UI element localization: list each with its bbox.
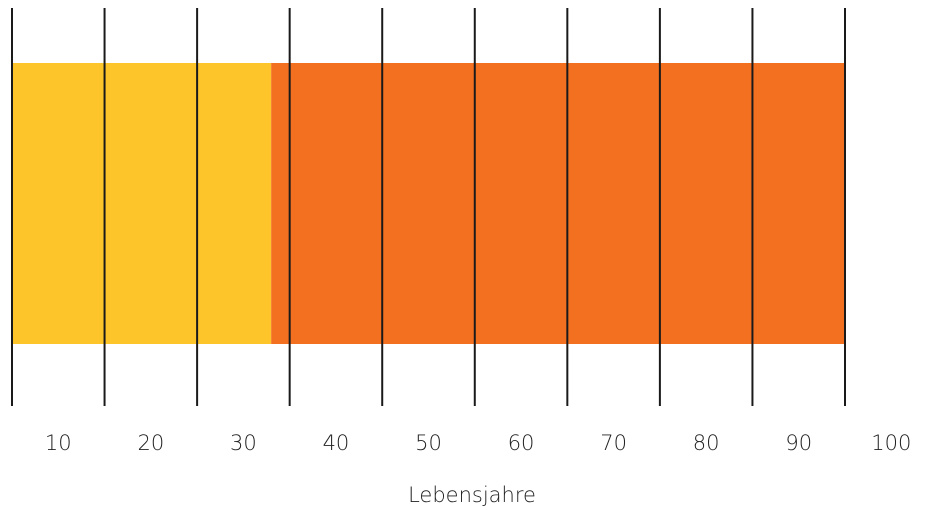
bar-segments: [12, 63, 846, 344]
gridlines: [11, 8, 846, 406]
tick-labels: 10 20 30 40 50 60 70 80 90 100: [45, 431, 911, 455]
bar-segment-1: [12, 63, 272, 344]
tick-label-60: 60: [508, 431, 535, 455]
x-axis-title: Lebensjahre: [408, 483, 536, 507]
tick-label-10: 10: [45, 431, 72, 455]
tick-label-40: 40: [323, 431, 350, 455]
tick-label-70: 70: [600, 431, 627, 455]
tick-label-50: 50: [415, 431, 442, 455]
tick-label-100: 100: [871, 431, 911, 455]
tick-label-30: 30: [230, 431, 257, 455]
tick-label-80: 80: [693, 431, 720, 455]
tick-label-90: 90: [785, 431, 812, 455]
tick-label-20: 20: [137, 431, 164, 455]
bar-segment-2: [271, 63, 846, 344]
